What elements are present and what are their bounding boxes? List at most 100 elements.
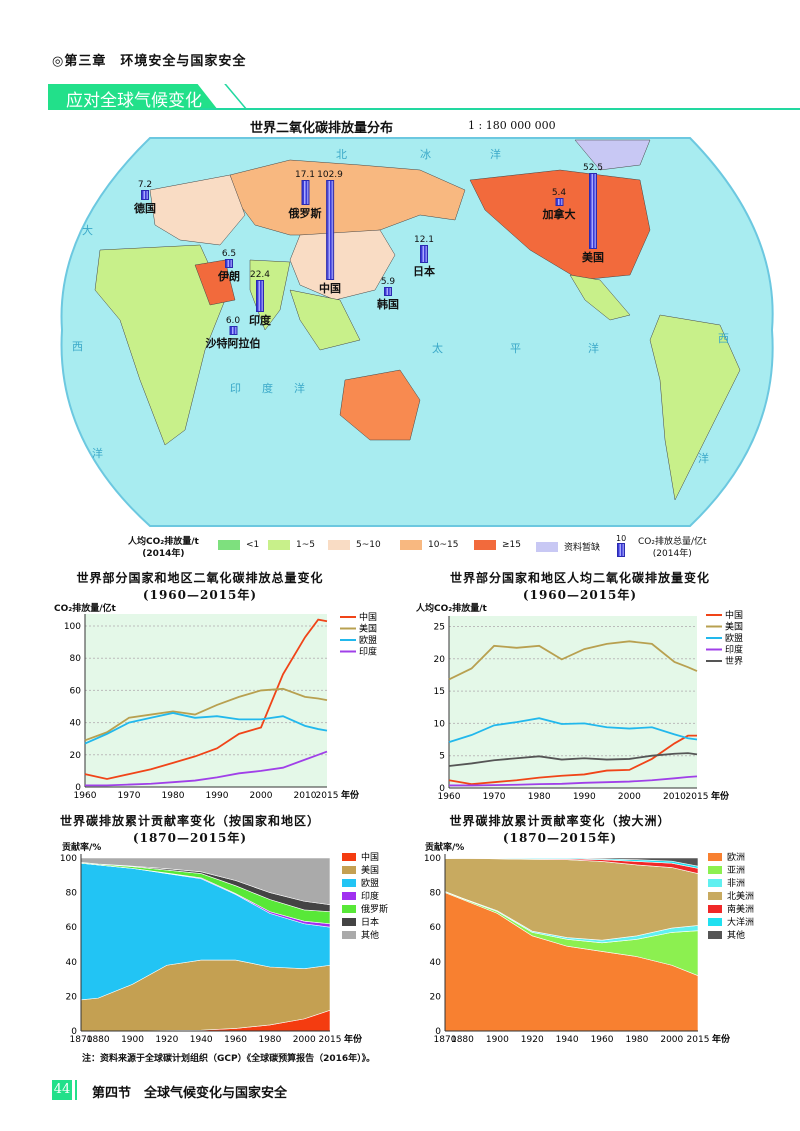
country-label: 俄罗斯	[288, 206, 322, 220]
ocean-label-atlantic-e-2: 洋	[698, 452, 709, 465]
bar-value: 17.1	[294, 170, 316, 181]
country-label: 伊朗	[218, 269, 240, 283]
legend-swatch-中国	[342, 853, 356, 861]
legend-label: 非洲	[727, 877, 745, 889]
y-tick-label: 60	[70, 686, 82, 696]
legend-class-gte15: ≥15	[474, 540, 521, 550]
legend-swatch-大洋洲	[708, 918, 722, 926]
legend-bar-scale: 10	[616, 534, 626, 557]
bar-value: 7.2	[137, 179, 153, 190]
y-tick-label: 100	[424, 854, 441, 864]
line-欧盟	[84, 712, 328, 745]
legend-per-capita-title: 人均CO₂排放量/t	[128, 537, 199, 547]
bar-value: 6.5	[221, 248, 237, 259]
legend-class-1-5: 1~5	[268, 540, 315, 550]
emission-bar	[225, 258, 233, 268]
legend-label: 美国	[359, 623, 377, 635]
emission-bar	[589, 172, 597, 249]
x-tick-label: 1940	[190, 1035, 213, 1045]
x-tick-label: 1960	[224, 1035, 247, 1045]
legend-label: 印度	[361, 890, 379, 902]
area-其他	[80, 857, 331, 906]
emission-bar	[256, 279, 264, 312]
country-label: 沙特阿拉伯	[205, 336, 261, 350]
world-map	[60, 137, 774, 527]
x-tick-label: 2015	[687, 1035, 710, 1045]
legend-class-lt1: <1	[218, 540, 259, 550]
legend-label: 欧盟	[361, 877, 379, 889]
x-tick-label: 2000	[250, 791, 273, 801]
bar-value: 12.1	[413, 235, 435, 246]
x-tick-label: 1920	[521, 1035, 544, 1045]
area-美国	[80, 959, 331, 1032]
x-tick-label: 1940	[556, 1035, 579, 1045]
area-印度	[80, 862, 331, 928]
x-tick-label: 2015	[319, 1035, 342, 1045]
map-bar-7: 5.9 韩国	[377, 277, 399, 311]
land-greenland	[574, 139, 651, 171]
x-tick-label: 2010	[663, 792, 686, 802]
legend-label: 北美洲	[727, 890, 754, 902]
legend-label: 欧盟	[725, 632, 743, 644]
legend-swatch	[474, 540, 496, 550]
map-scale: 1 : 180 000 000	[468, 119, 556, 132]
x-tick-label: 1960	[74, 791, 97, 801]
country-label: 德国	[134, 201, 156, 215]
x-axis-label: 年份	[712, 1033, 731, 1045]
bar-value: 22.4	[249, 269, 271, 280]
x-axis-label: 年份	[344, 1033, 363, 1045]
y-tick-label: 60	[430, 923, 442, 933]
map-legend: 人均CO₂排放量/t (2014年) <1 1~5 5~10 10~15 ≥15…	[128, 534, 728, 566]
land-australia	[339, 369, 421, 441]
y-tick-label: 100	[64, 622, 81, 632]
footer-section-title: 第四节 全球气候变化与国家安全	[92, 1086, 288, 1101]
page-number: 44	[52, 1080, 72, 1100]
legend-swatch	[328, 540, 350, 550]
land-russia	[229, 159, 466, 236]
x-tick-label: 2000	[660, 1035, 683, 1045]
x-tick-label: 2000	[293, 1035, 316, 1045]
line-印度	[449, 775, 698, 787]
y-tick-label: 80	[66, 889, 78, 899]
legend-total-year: (2014年)	[652, 549, 692, 559]
legend-swatch-欧盟	[342, 879, 356, 887]
legend-per-capita-year: (2014年)	[142, 549, 185, 559]
line-印度	[85, 750, 328, 787]
chart1-title: 世界部分国家和地区二氧化碳排放总量变化 (1960—2015年)	[76, 571, 324, 602]
map-title: 世界二氧化碳排放量分布	[250, 121, 394, 136]
y-tick-label: 40	[70, 719, 82, 729]
legend-label: 印度	[725, 644, 743, 656]
banner-line	[200, 108, 800, 110]
legend-swatch-南美洲	[708, 905, 722, 913]
legend-swatch-北美洲	[708, 892, 722, 900]
x-tick-label: 1980	[258, 1035, 281, 1045]
land-china	[289, 229, 396, 301]
chart1-ylabel: CO₂排放量/亿t	[54, 604, 116, 614]
land-europe	[149, 174, 246, 246]
emission-bar	[229, 326, 237, 335]
area-亚洲	[444, 891, 699, 977]
y-tick-label: 20	[66, 992, 78, 1002]
line-欧盟	[448, 717, 698, 743]
y-tick-label: 0	[439, 784, 445, 794]
emission-bar	[420, 245, 428, 263]
chart2-title: 世界部分国家和地区人均二氧化碳排放量变化 (1960—2015年)	[449, 571, 710, 602]
y-tick-label: 20	[430, 992, 442, 1002]
ocean-label-pacific-1: 太	[432, 342, 443, 355]
chart4-title: 世界碳排放累计贡献率变化（按大洲） (1870—2015年)	[449, 814, 671, 845]
chart2-plot-area	[449, 616, 697, 788]
area-北美洲	[444, 858, 699, 941]
area-日本	[80, 862, 331, 912]
legend-label: 美国	[725, 621, 743, 633]
legend-swatch-其他	[708, 931, 722, 939]
y-tick-label: 40	[430, 958, 442, 968]
legend-swatch	[536, 541, 558, 552]
ocean-label-atlantic-2: 西	[72, 340, 83, 353]
x-tick-label: 1880	[451, 1035, 474, 1045]
y-tick-label: 100	[60, 854, 77, 864]
y-tick-label: 0	[435, 1027, 441, 1037]
bar-value: 5.9	[380, 277, 396, 288]
area-欧盟	[80, 862, 331, 1001]
x-tick-label: 1900	[486, 1035, 509, 1045]
legend-swatch-印度	[342, 892, 356, 900]
